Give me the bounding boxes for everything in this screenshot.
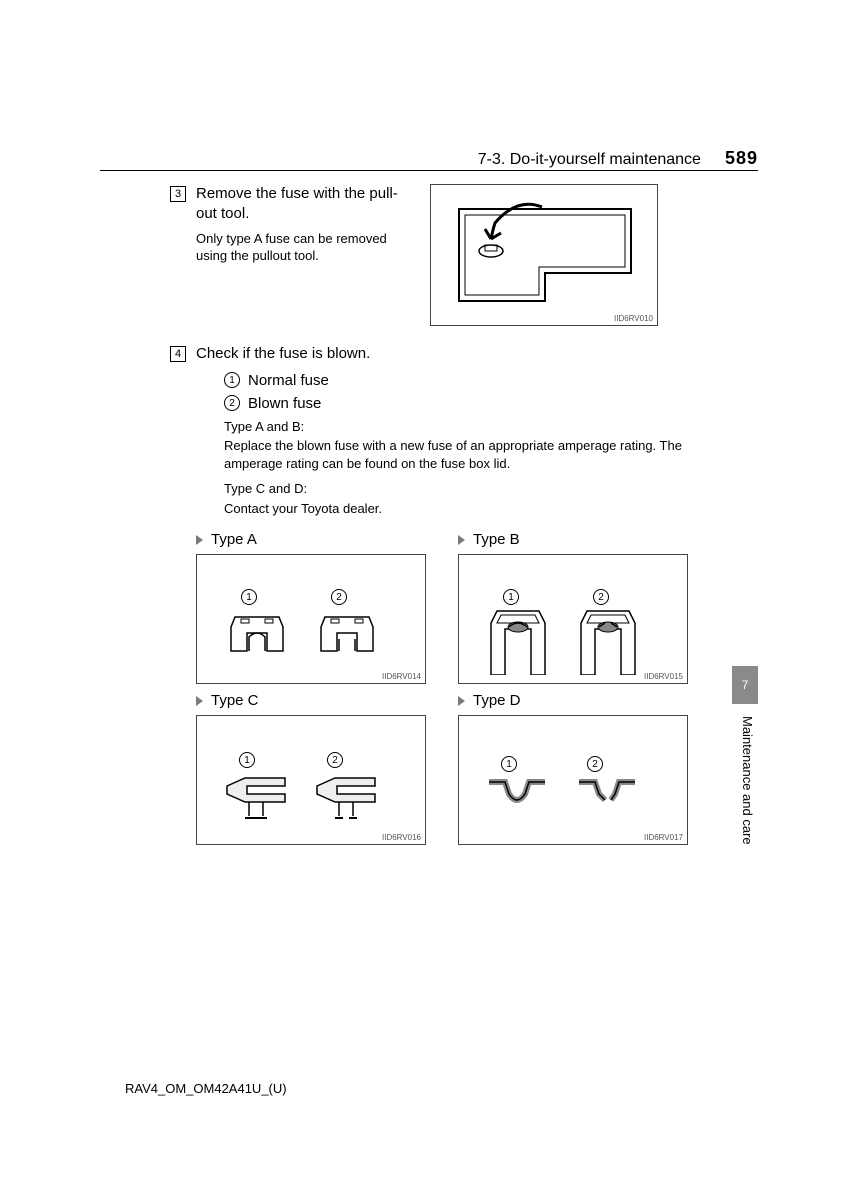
illustration-type-a: 1 2	[196, 554, 426, 684]
type-d-head: Type D	[458, 692, 708, 709]
step-number-box: 3	[170, 186, 186, 202]
triangle-icon	[458, 535, 465, 545]
illustration-id: IID6RV016	[382, 833, 421, 842]
step-3-title: Remove the fuse with the pull-out tool.	[196, 184, 416, 223]
step-4-body: Check if the fuse is blown. 1 Normal fus…	[196, 344, 708, 845]
type-a-head: Type A	[196, 531, 446, 548]
fuse-b-normal-svg	[487, 605, 549, 675]
type-ab-heading: Type A and B:	[224, 418, 708, 436]
page: 7-3. Do-it-yourself maintenance 589 3 Re…	[0, 0, 848, 1200]
step-3-text: Remove the fuse with the pull-out tool. …	[196, 184, 416, 326]
list-item-label: Normal fuse	[248, 372, 329, 389]
fusebox-svg	[447, 201, 643, 309]
circled-number: 2	[327, 752, 343, 768]
type-d-label: Type D	[473, 692, 521, 709]
circled-number: 2	[593, 589, 609, 605]
step-4-title: Check if the fuse is blown.	[196, 344, 708, 364]
fuse-c-normal-svg	[221, 772, 291, 822]
type-d-cell: Type D 1 2	[458, 692, 708, 845]
type-ab-body: Replace the blown fuse with a new fuse o…	[224, 437, 708, 472]
circled-number: 2	[587, 756, 603, 772]
list-item-label: Blown fuse	[248, 395, 321, 412]
fuse-types-grid: Type A 1 2	[196, 531, 708, 845]
type-ab-block: Type A and B: Replace the blown fuse wit…	[224, 418, 708, 473]
type-a-label: Type A	[211, 531, 257, 548]
type-c-head: Type C	[196, 692, 446, 709]
header-rule	[100, 170, 758, 171]
illustration-type-b: 1 2	[458, 554, 688, 684]
step-3: 3 Remove the fuse with the pull-out tool…	[170, 184, 708, 326]
triangle-icon	[458, 696, 465, 706]
fuse-d-normal-svg	[485, 772, 551, 816]
content-area: 3 Remove the fuse with the pull-out tool…	[170, 184, 708, 851]
illustration-id: IID6RV010	[614, 314, 653, 323]
fuse-d-blown-svg	[575, 772, 641, 816]
circled-number: 1	[224, 372, 240, 388]
circled-number: 1	[501, 756, 517, 772]
type-cd-body: Contact your Toyota dealer.	[224, 500, 708, 518]
list-item: 2 Blown fuse	[224, 395, 708, 412]
footer-doc-id: RAV4_OM_OM42A41U_(U)	[125, 1081, 287, 1096]
step-3-note: Only type A fuse can be removed using th…	[196, 231, 416, 265]
fuse-b-blown-svg	[577, 605, 639, 675]
step-number-box: 4	[170, 346, 186, 362]
circled-number: 2	[224, 395, 240, 411]
triangle-icon	[196, 535, 203, 545]
circled-number: 1	[241, 589, 257, 605]
type-c-cell: Type C 1 2	[196, 692, 446, 845]
fuse-c-blown-svg	[311, 772, 381, 822]
fuse-a-normal-svg	[227, 609, 287, 659]
chapter-label: Maintenance and care	[735, 716, 755, 916]
page-number: 589	[725, 148, 758, 169]
circled-number: 1	[239, 752, 255, 768]
triangle-icon	[196, 696, 203, 706]
illustration-type-c: 1 2 IID6RV	[196, 715, 426, 845]
illustration-id: IID6RV014	[382, 672, 421, 681]
step-3-body: Remove the fuse with the pull-out tool. …	[196, 184, 708, 326]
fuse-a-blown-svg	[317, 609, 377, 659]
list-item: 1 Normal fuse	[224, 372, 708, 389]
page-header: 7-3. Do-it-yourself maintenance 589	[155, 148, 758, 169]
type-cd-block: Type C and D: Contact your Toyota dealer…	[224, 480, 708, 517]
circled-number: 1	[503, 589, 519, 605]
type-b-cell: Type B 1 2	[458, 531, 708, 684]
illustration-id: IID6RV015	[644, 672, 683, 681]
step-4: 4 Check if the fuse is blown. 1 Normal f…	[170, 344, 708, 845]
type-b-head: Type B	[458, 531, 708, 548]
illustration-fusebox: IID6RV010	[430, 184, 658, 326]
type-a-cell: Type A 1 2	[196, 531, 446, 684]
type-c-label: Type C	[211, 692, 259, 709]
section-label: 7-3. Do-it-yourself maintenance	[478, 151, 701, 169]
illustration-type-d: 1 2 IID6RV017	[458, 715, 688, 845]
circled-number: 2	[331, 589, 347, 605]
type-cd-heading: Type C and D:	[224, 480, 708, 498]
type-b-label: Type B	[473, 531, 520, 548]
fuse-state-list: 1 Normal fuse 2 Blown fuse	[224, 372, 708, 412]
chapter-tab: 7	[732, 666, 758, 704]
illustration-id: IID6RV017	[644, 833, 683, 842]
